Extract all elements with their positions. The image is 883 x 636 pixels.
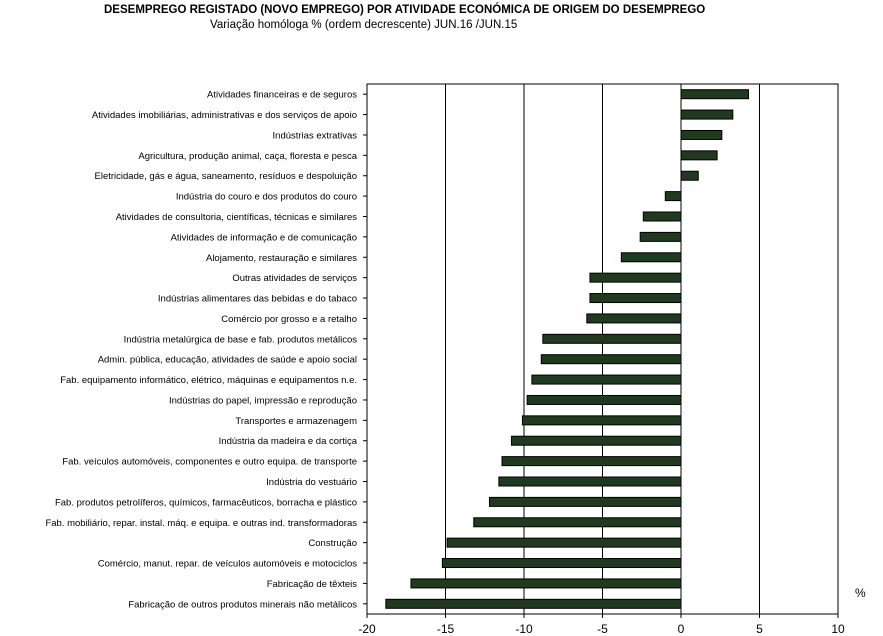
category-label: Indústria do vestuário [266, 477, 357, 488]
x-tick-label: 5 [756, 622, 763, 636]
x-tick-label: 0 [678, 622, 685, 636]
bar [589, 293, 682, 304]
bar [441, 558, 682, 569]
category-label: Atividades de consultoria, científicas, … [116, 212, 358, 223]
bar [531, 374, 682, 385]
x-tick-label: -10 [515, 622, 533, 636]
bar [589, 272, 682, 283]
category-label: Fab. produtos petrolíferos, químicos, fa… [55, 497, 357, 508]
category-label: Fab. mobiliário, repar. instal. máq. e e… [45, 518, 357, 529]
bar [510, 435, 682, 446]
category-label: Indústria da madeira e da cortiça [219, 436, 358, 447]
category-label: Admin. pública, educação, atividades de … [98, 355, 357, 366]
bar [498, 476, 682, 487]
bars [385, 89, 750, 609]
category-label: Fabricação de outros produtos minerais n… [128, 599, 357, 610]
category-label: Fab. veículos automóveis, componentes e … [62, 457, 357, 468]
bar [680, 170, 699, 181]
category-label: Comércio por grosso e a retalho [221, 314, 357, 325]
bar [501, 456, 682, 467]
bar [680, 109, 734, 120]
bar [526, 394, 682, 405]
category-label: Indústria do couro e dos produtos do cou… [176, 192, 357, 203]
category-label: Eletricidade, gás e água, saneamento, re… [95, 171, 357, 182]
category-label: Fabricação de têxteis [267, 579, 358, 590]
x-tick-label: -15 [437, 622, 455, 636]
bar [680, 89, 750, 100]
x-tick-labels: -20 -15 -10 -5 0 5 10 [358, 622, 845, 636]
category-label: Atividades de informação e de comunicaçã… [171, 232, 357, 243]
category-label: Indústrias extrativas [273, 130, 358, 141]
chart-subtitle: Variação homóloga % (ordem decrescente) … [210, 19, 518, 31]
chart-title: DESEMPREGO REGISTADO (NOVO EMPREGO) POR … [104, 4, 706, 16]
category-label: Outras atividades de serviços [232, 273, 357, 284]
unit-label: % [855, 586, 866, 600]
category-label: Indústrias do papel, impressão e reprodu… [169, 395, 357, 406]
bar [680, 129, 723, 140]
bar [620, 252, 682, 263]
category-labels: Atividades financeiras e de seguros Ativi… [45, 90, 357, 611]
bar [521, 415, 682, 426]
category-label: Indústria metalúrgica de base e fab. pro… [124, 334, 358, 345]
category-label: Alojamento, restauração e similares [206, 253, 357, 264]
bar [639, 231, 682, 242]
bar [664, 191, 682, 202]
bar [473, 517, 682, 528]
category-label: Agricultura, produção animal, caça, flor… [138, 151, 357, 162]
bar [680, 150, 718, 161]
bar [488, 496, 682, 507]
bar [586, 313, 682, 324]
bar [642, 211, 682, 222]
x-tick-label: -5 [597, 622, 608, 636]
category-label: Construção [308, 538, 357, 549]
bar [410, 578, 682, 589]
category-label: Fab. equipamento informático, elétrico, … [60, 375, 357, 386]
bar [446, 537, 682, 548]
bar [540, 354, 682, 365]
bar [385, 598, 682, 609]
category-label: Transportes e armazenagem [235, 416, 357, 427]
category-label: Atividades financeiras e de seguros [207, 90, 357, 101]
x-tick-label: -20 [358, 622, 376, 636]
x-tick-label: 10 [831, 622, 845, 636]
bar [542, 333, 682, 344]
category-label: Indústrias alimentares das bebidas e do … [158, 294, 357, 305]
category-label: Comércio, manut. repar. de veículos auto… [98, 559, 358, 570]
category-label: Atividades imobiliárias, administrativas… [92, 110, 357, 121]
